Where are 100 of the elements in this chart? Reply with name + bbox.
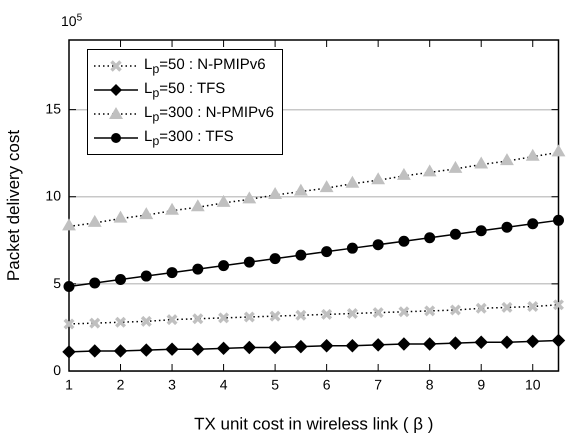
point xyxy=(449,304,462,316)
y-tick-label: 5 xyxy=(53,274,62,291)
point xyxy=(244,256,255,268)
point xyxy=(397,168,410,180)
point xyxy=(474,157,488,169)
legend-label: L$_{p}$=50 : N-PMIPv6 xyxy=(144,56,266,76)
point xyxy=(217,195,230,207)
point xyxy=(165,203,179,215)
point xyxy=(217,342,230,355)
point xyxy=(423,164,436,176)
point xyxy=(423,338,436,350)
point xyxy=(218,312,230,324)
point xyxy=(552,334,565,348)
point xyxy=(475,302,488,314)
x-tick-label: 3 xyxy=(168,376,176,392)
point xyxy=(500,336,514,349)
point xyxy=(448,161,462,173)
point xyxy=(321,246,332,258)
y-tick-label: 0 xyxy=(53,362,62,378)
point xyxy=(140,344,153,357)
point xyxy=(346,339,359,352)
point xyxy=(372,172,385,184)
point xyxy=(192,312,204,325)
point xyxy=(398,236,410,247)
point xyxy=(191,200,204,212)
point xyxy=(294,340,308,354)
point xyxy=(62,345,76,358)
point xyxy=(500,154,514,166)
point xyxy=(192,264,204,275)
point xyxy=(526,334,540,348)
point xyxy=(474,336,488,349)
point xyxy=(346,242,358,254)
point xyxy=(218,260,230,272)
point xyxy=(320,308,333,320)
point xyxy=(115,274,126,286)
point xyxy=(397,338,410,350)
point xyxy=(295,250,306,261)
x-axis-title: TX unit cost in wireless link ( β ) xyxy=(194,414,434,434)
x-tick-label: 5 xyxy=(271,376,280,392)
point xyxy=(191,342,204,356)
point xyxy=(64,281,74,292)
x-tick-label: 10 xyxy=(524,376,541,392)
point xyxy=(62,218,76,230)
point xyxy=(372,306,384,319)
point xyxy=(166,267,178,278)
text: 10$^{5}$ xyxy=(61,12,82,29)
legend-label: L$_{p}$=300 : TFS xyxy=(144,128,234,148)
x-tick-label: 9 xyxy=(477,376,486,392)
point xyxy=(242,340,256,354)
point xyxy=(553,214,564,226)
point xyxy=(140,315,152,328)
point xyxy=(526,300,539,313)
y-axis-title: Packet delivery cost xyxy=(4,130,23,282)
point xyxy=(346,176,359,188)
point xyxy=(424,304,436,317)
point xyxy=(424,232,436,244)
x-tick-label: 1 xyxy=(65,376,74,392)
point xyxy=(88,317,101,330)
point xyxy=(114,211,128,223)
point xyxy=(294,184,308,196)
point xyxy=(320,339,334,352)
point xyxy=(114,316,127,328)
point xyxy=(268,340,282,354)
point xyxy=(526,149,540,161)
point xyxy=(294,309,307,322)
point xyxy=(88,215,102,227)
point xyxy=(527,218,538,230)
point xyxy=(114,344,128,358)
point xyxy=(320,180,334,192)
y-tick-label: 10 xyxy=(45,188,62,204)
legend-label: L$_{p}$=300 : N-PMIPv6 xyxy=(144,104,274,124)
point xyxy=(346,308,358,320)
point xyxy=(450,228,461,240)
x-tick-label: 6 xyxy=(322,376,331,392)
point xyxy=(476,225,487,236)
x-tick-label: 2 xyxy=(116,376,125,392)
point xyxy=(448,336,462,350)
point xyxy=(372,338,385,352)
point xyxy=(372,239,384,250)
x-tick-label: 8 xyxy=(426,376,434,392)
x-tick-label: 7 xyxy=(374,376,382,392)
point xyxy=(242,192,256,204)
point xyxy=(166,314,178,326)
point xyxy=(398,306,410,318)
x-tick-label: 4 xyxy=(220,376,228,392)
point xyxy=(243,311,256,323)
point xyxy=(268,188,282,200)
y-tick-label: 15 xyxy=(45,100,62,117)
point xyxy=(140,208,153,220)
point xyxy=(270,253,281,264)
point xyxy=(89,278,100,289)
point xyxy=(552,298,564,311)
point xyxy=(552,144,566,156)
legend-label: L$_{p}$=50 : TFS xyxy=(144,80,226,100)
point xyxy=(140,270,152,282)
point xyxy=(88,344,102,358)
point xyxy=(166,342,179,356)
point xyxy=(269,310,282,322)
point xyxy=(500,301,513,314)
point xyxy=(63,318,75,330)
